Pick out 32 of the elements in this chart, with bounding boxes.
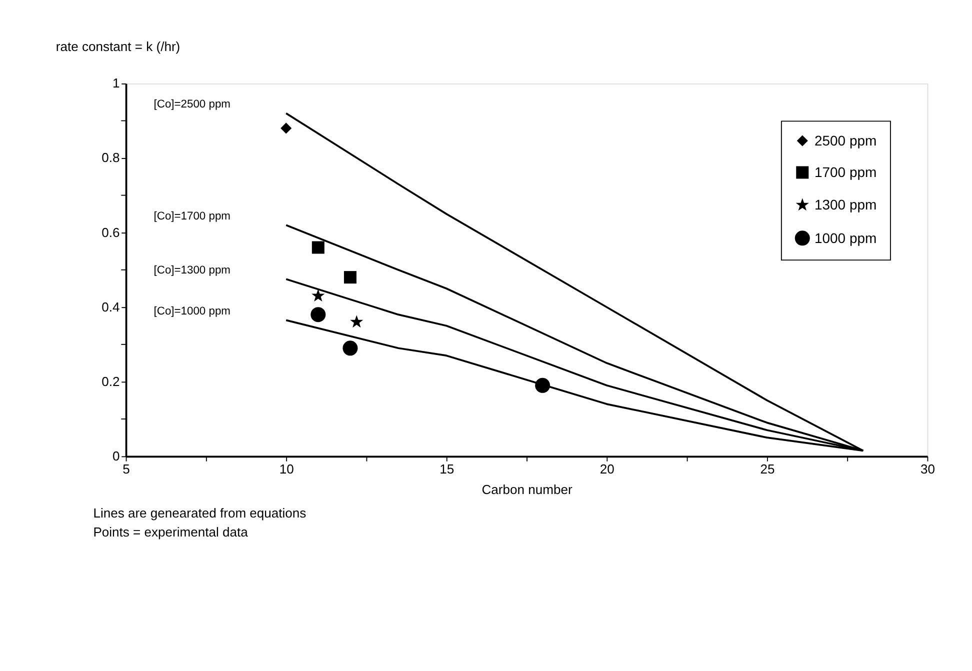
text: Lines are genearated from equations: [93, 506, 307, 521]
point: [344, 271, 356, 284]
chart-title: rate constant = k (/hr): [56, 38, 180, 54]
y-tick-label: 1: [112, 76, 120, 91]
y-tick-label: 0: [112, 448, 120, 464]
y-tick-label: 0.6: [102, 224, 120, 240]
point: [280, 122, 292, 134]
x-axis-title: Carbon number: [482, 482, 573, 497]
text: Points = experimental data: [93, 524, 249, 540]
point: [312, 289, 325, 302]
legend-label: 1000 ppm: [814, 230, 877, 246]
x-tick-label: 30: [920, 461, 935, 476]
point: [310, 307, 326, 322]
legend-label: 1300 ppm: [814, 196, 877, 213]
y-tick-label: 0.8: [102, 150, 120, 166]
point: [342, 340, 358, 356]
annotation: [Co]=1700 ppm: [154, 210, 230, 223]
annotation: [Co]=2500 ppm: [154, 98, 230, 111]
point: [535, 378, 550, 393]
legend-label: 2500 ppm: [814, 132, 877, 148]
x-tick-label: 10: [279, 461, 294, 476]
x-tick-label: 15: [440, 461, 454, 476]
point: [350, 315, 364, 328]
legend-label: 1700 ppm: [814, 164, 877, 180]
x-tick-label: 5: [122, 461, 130, 476]
y-tick-label: 0.4: [102, 299, 120, 314]
point: [312, 241, 324, 254]
y-tick-label: 0.2: [102, 374, 120, 389]
x-tick-label: 25: [760, 461, 775, 476]
x-tick-label: 20: [600, 461, 614, 476]
annotation: [Co]=1300 ppm: [154, 264, 230, 277]
annotation: [Co]=1000 ppm: [154, 306, 230, 318]
